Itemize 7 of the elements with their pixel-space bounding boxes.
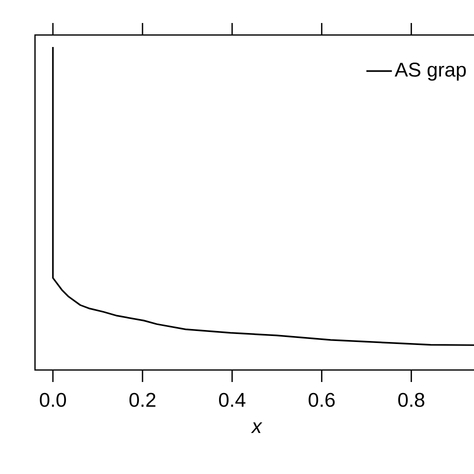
x-axis-title: x bbox=[250, 422, 262, 433]
x-tick-label: 0.2 bbox=[129, 392, 156, 407]
x-tick-label: 0.4 bbox=[219, 392, 246, 407]
x-tick-label: 0.0 bbox=[40, 392, 66, 407]
x-tick-label: 0.8 bbox=[398, 392, 424, 407]
x-tick-label: 0.6 bbox=[308, 392, 335, 407]
legend-label: AS grap bbox=[394, 62, 466, 81]
